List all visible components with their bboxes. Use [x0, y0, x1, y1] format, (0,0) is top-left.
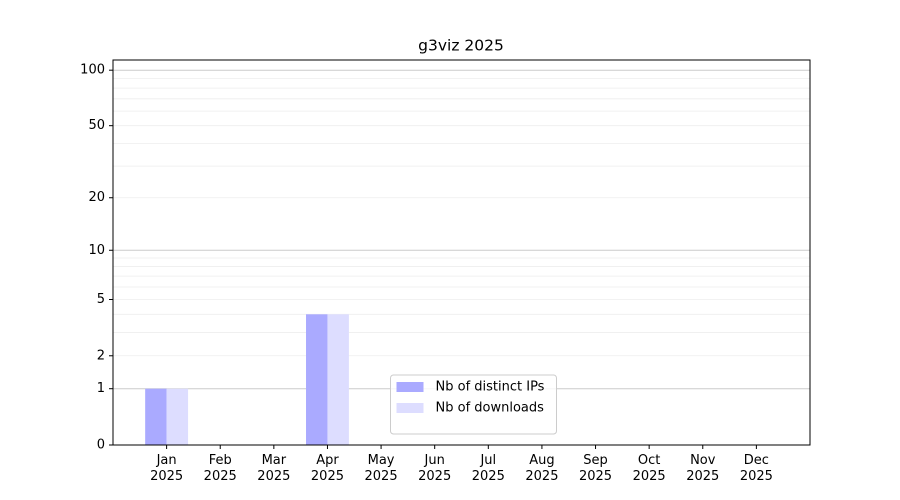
legend-label: Nb of downloads	[436, 401, 545, 416]
x-tick-label: Jan 2025	[150, 453, 184, 484]
legend-frame	[390, 374, 557, 435]
x-tick-label: Dec 2025	[739, 453, 773, 484]
y-tick-label: 2	[97, 348, 105, 363]
legend-label: Nb of distinct IPs	[436, 380, 545, 395]
plot-frame	[112, 59, 811, 446]
x-tick-label: Mar 2025	[257, 453, 291, 484]
x-tick-label: Sep 2025	[578, 453, 613, 484]
x-tick-label: May 2025	[364, 453, 398, 484]
bar	[166, 388, 189, 445]
chart-title: g3viz 2025	[418, 37, 504, 55]
x-tick-label: Feb 2025	[203, 453, 237, 484]
y-tick-label: 50	[88, 118, 105, 133]
x-tick-label: Apr 2025	[310, 453, 344, 484]
legend: Nb of distinct IPs Nb of downloads	[390, 374, 557, 435]
x-tick-label: Jun 2025	[418, 453, 452, 484]
y-tick-label: 20	[88, 190, 105, 205]
bar	[327, 314, 349, 445]
bar	[145, 388, 167, 445]
x-tick-label: Oct 2025	[632, 453, 666, 484]
legend-swatch	[396, 382, 424, 392]
y-tick-label: 10	[88, 243, 105, 258]
y-tick-label: 100	[80, 63, 105, 78]
x-tick-label: Aug 2025	[525, 453, 559, 484]
y-tick-label: 0	[97, 438, 105, 453]
y-tick-label: 1	[97, 381, 105, 396]
x-tick-label: Nov 2025	[686, 453, 720, 484]
y-tick-label: 5	[97, 292, 105, 307]
legend-swatch	[396, 403, 424, 413]
bar	[306, 314, 328, 445]
x-tick-label: Jul 2025	[471, 453, 505, 484]
